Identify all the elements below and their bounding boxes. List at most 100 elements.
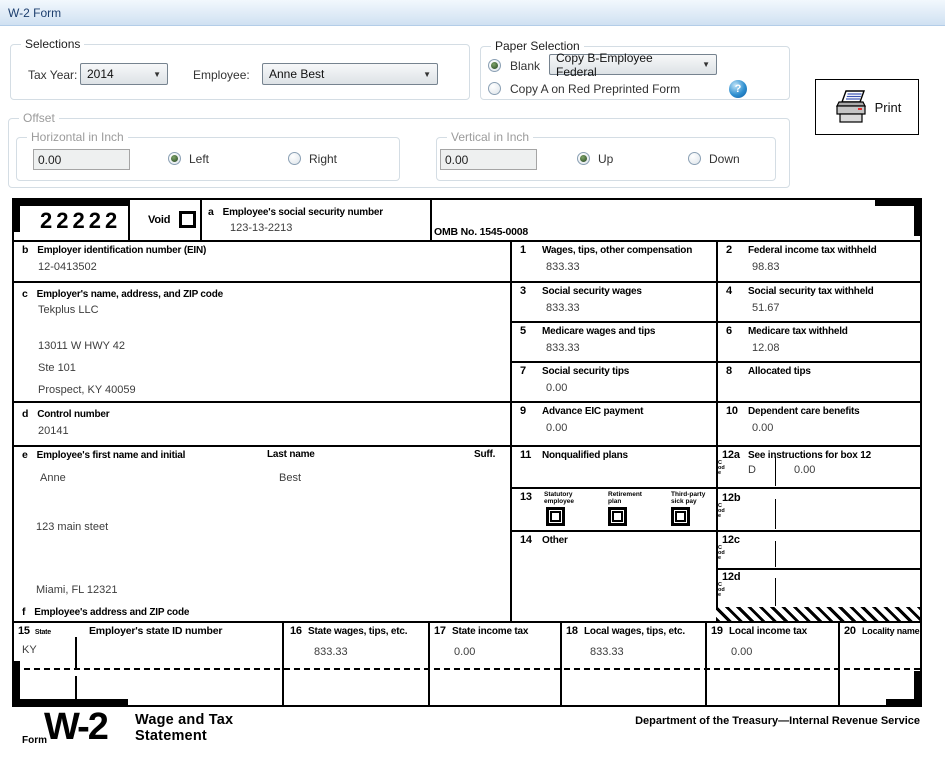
copy-a-radio-label: Copy A on Red Preprinted Form [510,82,681,96]
box-19-label: Local income tax [729,626,807,637]
employee-select[interactable]: Anne Best ▼ [262,63,438,85]
grid-line [510,321,920,323]
box-4-num: 4 [726,285,732,297]
print-button[interactable]: Print [815,79,919,135]
chevron-down-icon: ▼ [423,69,431,79]
grid-line [716,240,718,621]
corner-mark [875,198,922,206]
box-16-value: 833.33 [314,646,348,658]
print-button-label: Print [874,99,902,115]
omb-label: OMB No. 1545-0008 [434,226,529,238]
vertical-offset-label: Vertical in Inch [447,130,534,144]
horizontal-offset-label: Horizontal in Inch [27,130,128,144]
copy-a-radio[interactable] [488,82,501,95]
grid-line [510,361,920,363]
box-19-value: 0.00 [731,646,753,658]
box-17-label: State income tax [452,626,529,637]
void-label: Void [148,214,171,226]
employee-first-name: Anne [40,472,66,484]
code-vertical-label: Code [718,545,725,561]
corner-mark [914,671,922,707]
box-15-num: 15 [18,625,30,637]
box-8-label: Allocated tips [748,366,811,377]
down-radio[interactable] [688,152,701,165]
grid-line [838,621,840,705]
paper-selection-group-label: Paper Selection [491,39,584,53]
retirement-plan-label: Retirement plan [608,491,642,505]
third-party-sick-pay-checkbox[interactable] [671,507,690,526]
blank-radio[interactable] [488,59,501,72]
offset-group-label: Offset [19,111,59,125]
copy-type-value: Copy B-Employee Federal [556,50,653,79]
box-3-label: Social security wages [542,286,642,297]
up-radio-label: Up [598,152,614,166]
box-10-label: Dependent care benefits [748,406,860,417]
chevron-down-icon: ▼ [702,60,710,69]
box-a-letter: a [208,206,214,218]
last-name-label: Last name [267,449,315,460]
up-radio[interactable] [577,152,590,165]
vertical-offset-input[interactable] [440,149,537,170]
left-radio-label: Left [189,152,210,166]
box-18-num: 18 [566,625,578,637]
box-8-num: 8 [726,365,732,377]
employee-street: 123 main steet [36,521,109,533]
box-c-letter: c [22,288,28,300]
box-b-letter: b [22,244,29,256]
box-20-label: Locality name [862,626,920,636]
grid-line [510,487,920,489]
employee-label: Employee: [193,68,250,82]
box-3-value: 833.33 [546,302,580,314]
grid-line [430,200,432,240]
grid-line [14,281,920,283]
retirement-plan-checkbox[interactable] [608,507,627,526]
box-15-state-label: State [34,629,51,636]
box-9-num: 9 [520,405,526,417]
box-b-value: 12-0413502 [38,261,97,273]
help-globe-icon[interactable]: ? [729,80,747,98]
box-16-label: State wages, tips, etc. [308,626,408,637]
copy-type-select[interactable]: Copy B-Employee Federal ▼ [549,51,717,79]
checkbox-inner [612,511,623,522]
blank-radio-label: Blank [510,59,541,73]
employee-last-name: Best [279,472,302,484]
box-12a-code: D [748,464,756,476]
box-14-label: Other [542,535,568,546]
box-17-value: 0.00 [454,646,476,658]
box-4-value: 51.67 [752,302,780,314]
code-divider [775,578,776,606]
grid-line [705,621,707,705]
grid-line [560,621,562,705]
right-radio[interactable] [288,152,301,165]
employee-value: Anne Best [269,67,325,81]
third-party-sick-pay-label: Third-party sick pay [671,491,706,505]
box-12c-num: 12c [722,534,740,546]
dashed-line [14,668,920,670]
box-1-label: Wages, tips, other compensation [542,245,693,256]
void-checkbox[interactable] [179,211,196,228]
box-1-value: 833.33 [546,261,580,273]
box-14-num: 14 [520,534,532,546]
box-2-value: 98.83 [752,261,780,273]
horizontal-offset-input[interactable] [33,149,130,170]
corner-mark [914,198,922,236]
box-a-label: Employee's social security number [222,207,383,218]
box-f-letter: f [22,606,26,618]
statutory-employee-checkbox[interactable] [546,507,565,526]
box-7-label: Social security tips [542,366,630,377]
box-19-num: 19 [711,625,723,637]
box-12d-num: 12d [722,571,741,583]
left-radio[interactable] [168,152,181,165]
box-2-label: Federal income tax withheld [748,245,877,256]
checkbox-inner [675,511,686,522]
box-6-num: 6 [726,325,732,337]
box-12b-num: 12b [722,492,741,504]
window-title: W-2 Form [0,0,945,26]
tax-year-select[interactable]: 2014 ▼ [80,63,168,85]
code-vertical-label: Code [718,460,725,476]
box-12a-num: 12a [722,449,740,461]
code-vertical-label: Code [718,503,725,519]
code-divider [775,457,776,486]
corner-mark [12,699,128,707]
